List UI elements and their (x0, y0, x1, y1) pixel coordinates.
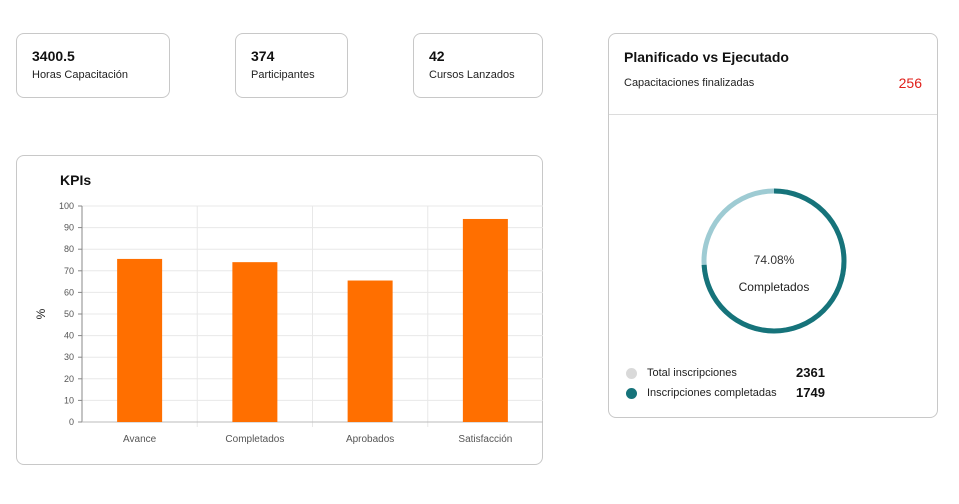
finished-trainings-count: 256 (898, 75, 922, 91)
y-tick-label: 20 (64, 374, 74, 384)
stat-value: 42 (429, 48, 445, 64)
card-divider (609, 114, 937, 115)
donut-center-label: Completados (738, 280, 810, 294)
stat-label: Horas Capacitación (32, 69, 128, 81)
kpi-chart-card: KPIs 0 10 20 30 40 50 60 70 80 90 100 Avance Complet… (16, 155, 543, 465)
y-tick-label: 50 (64, 309, 74, 319)
y-tick-label: 90 (64, 223, 74, 233)
bar-3 (462, 218, 508, 422)
finished-trainings-label: Capacitaciones finalizadas (624, 77, 755, 89)
completion-donut-chart (701, 188, 847, 334)
x-tick-label: Completados (225, 434, 284, 445)
legend-dot-icon (626, 367, 637, 379)
y-tick-label: 0 (69, 417, 74, 427)
plan-vs-executed-card: Planificado vs Ejecutado Capacitaciones … (608, 33, 938, 418)
bar-0 (117, 258, 163, 422)
stat-value: 374 (251, 48, 275, 64)
legend-dot-icon (626, 387, 637, 399)
donut-completed-ring (701, 188, 847, 334)
bar-2 (347, 280, 393, 422)
donut-percent-label: 74.08% (753, 253, 795, 267)
legend-label: Inscripciones completadas (647, 387, 777, 399)
x-tick-label: Avance (123, 434, 157, 445)
y-tick-label: 60 (64, 287, 74, 297)
stat-value: 3400.5 (32, 48, 75, 64)
stat-card-hours: 3400.5 Horas Capacitación (16, 33, 170, 98)
y-tick-label: 30 (64, 352, 74, 362)
y-tick-label: 80 (64, 244, 74, 254)
legend-completed-enrollments: Inscripciones completadas (626, 385, 777, 401)
legend-value-completed: 1749 (796, 385, 825, 400)
bar-1 (232, 262, 278, 422)
x-tick-label: Satisfacción (458, 434, 512, 445)
y-tick-label: 100 (59, 201, 74, 211)
kpi-bar-chart: 0 10 20 30 40 50 60 70 80 90 100 Avance Completados A… (34, 201, 543, 445)
stat-label: Participantes (251, 69, 315, 81)
x-tick-label: Aprobados (346, 434, 394, 445)
y-tick-label: 70 (64, 266, 74, 276)
y-tick-label: 40 (64, 331, 74, 341)
legend-total-enrollments: Total inscripciones (626, 365, 737, 381)
stat-label: Cursos Lanzados (429, 69, 515, 81)
plan-card-title: Planificado vs Ejecutado (624, 49, 789, 65)
stat-card-participants: 374 Participantes (235, 33, 348, 98)
legend-label: Total inscripciones (647, 367, 737, 379)
kpi-chart-title: KPIs (60, 172, 92, 188)
stat-card-courses: 42 Cursos Lanzados (413, 33, 543, 98)
legend-value-total: 2361 (796, 365, 825, 380)
y-tick-label: 10 (64, 395, 74, 405)
y-axis-label: % (34, 308, 48, 319)
